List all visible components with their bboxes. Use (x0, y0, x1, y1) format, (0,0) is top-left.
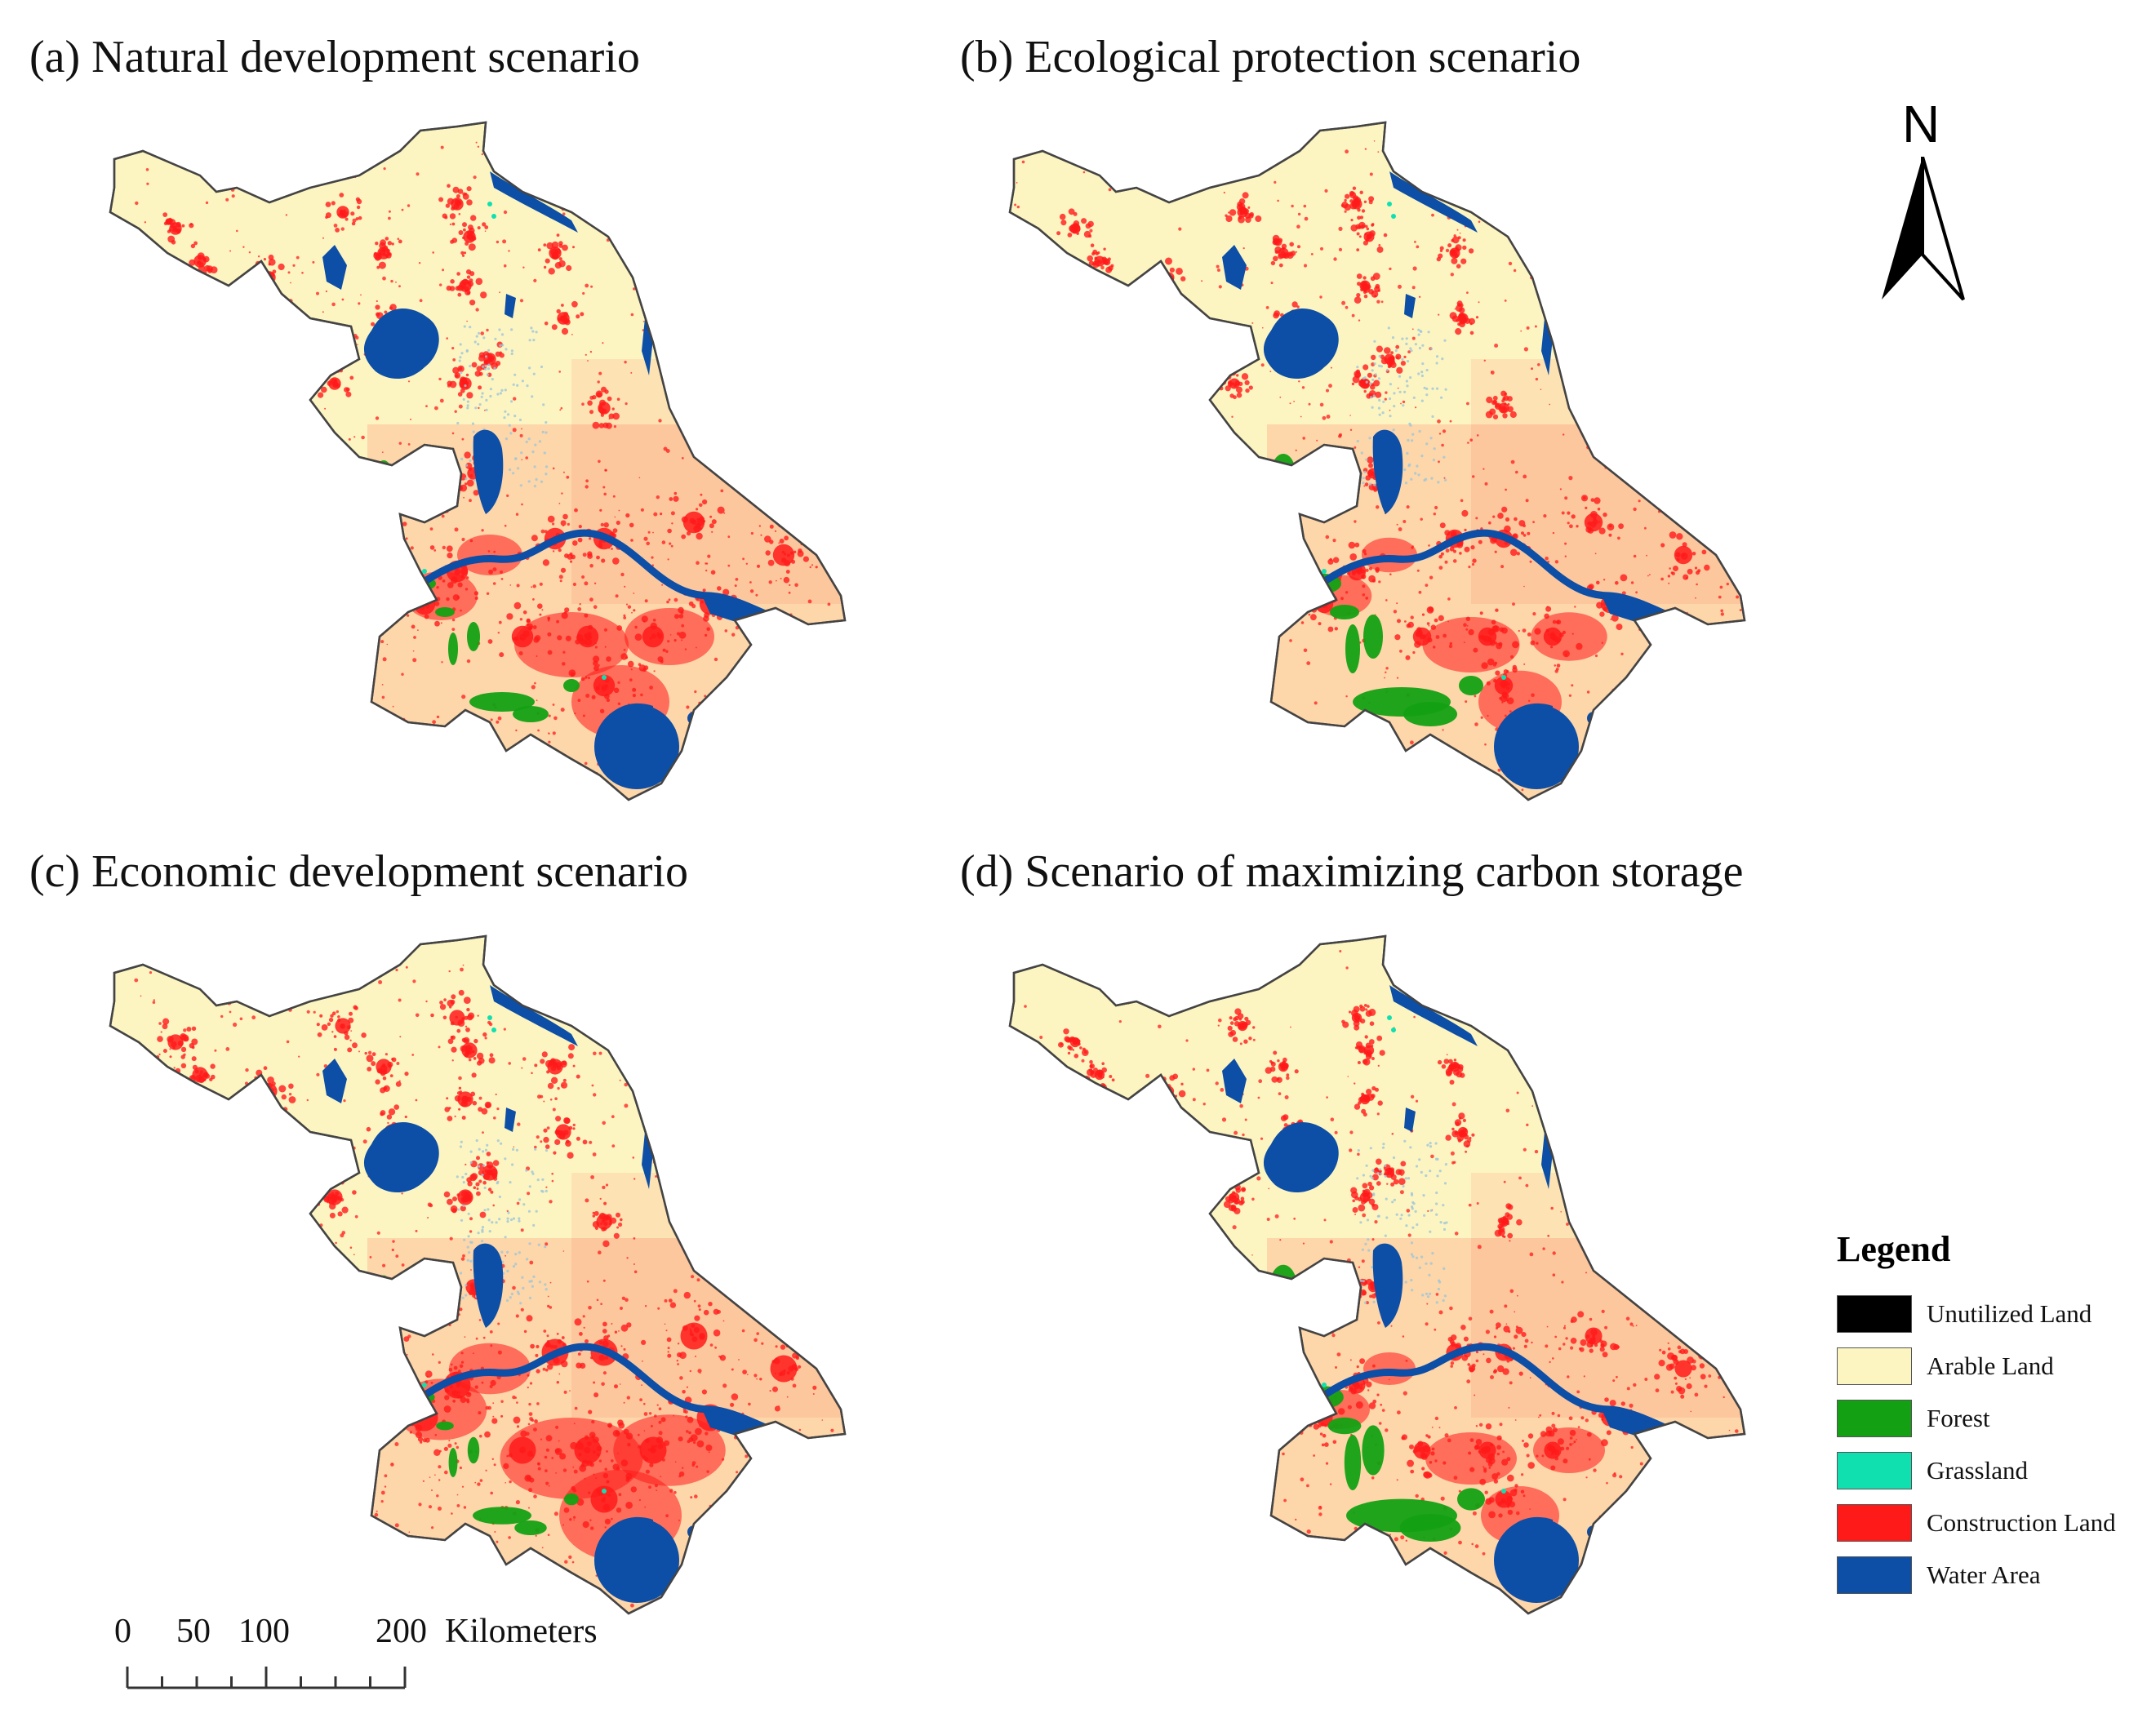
panel-title-d: (d) Scenario of maximizing carbon storag… (960, 846, 1744, 897)
scale-label-200: 200 (376, 1613, 427, 1650)
legend-swatch-construction-land (1837, 1504, 1912, 1542)
scale-label-0: 0 (114, 1613, 131, 1650)
legend-item-arable-land: Arable Land (1837, 1340, 2147, 1392)
legend-label-construction-land: Construction Land (1927, 1508, 2116, 1537)
legend-swatch-water-area (1837, 1556, 1912, 1594)
north-arrow-icon (1882, 157, 1965, 301)
map-natural-development (109, 121, 847, 801)
map-maximizing-carbon-storage (1008, 934, 1746, 1615)
legend-item-forest: Forest (1837, 1392, 2147, 1445)
legend-item-water-area: Water Area (1837, 1549, 2147, 1601)
legend-swatch-grassland (1837, 1452, 1912, 1489)
scale-unit: Kilometers (445, 1613, 598, 1650)
legend-item-grassland: Grassland (1837, 1445, 2147, 1497)
legend: Legend Unutilized Land Arable Land Fores… (1837, 1228, 2147, 1601)
legend-swatch-forest (1837, 1400, 1912, 1437)
legend-swatch-arable-land (1837, 1347, 1912, 1385)
legend-label-arable-land: Arable Land (1927, 1352, 2054, 1380)
panel-title-a: (a) Natural development scenario (29, 32, 640, 82)
legend-label-water-area: Water Area (1927, 1560, 2041, 1589)
legend-item-construction-land: Construction Land (1837, 1497, 2147, 1549)
panel-title-c: (c) Economic development scenario (29, 846, 688, 897)
legend-swatch-unutilized-land (1837, 1295, 1912, 1333)
map-economic-development (109, 934, 847, 1615)
panel-title-b: (b) Ecological protection scenario (960, 32, 1581, 82)
scale-bar (126, 1667, 407, 1689)
scale-label-100: 100 (238, 1613, 290, 1650)
map-ecological-protection (1008, 121, 1746, 801)
legend-label-unutilized-land: Unutilized Land (1927, 1299, 2092, 1328)
scale-label-50: 50 (176, 1613, 211, 1650)
legend-title: Legend (1837, 1229, 1951, 1269)
legend-label-grassland: Grassland (1927, 1456, 2028, 1485)
north-arrow-label: N (1902, 95, 1940, 153)
legend-label-forest: Forest (1927, 1404, 1990, 1432)
legend-item-unutilized-land: Unutilized Land (1837, 1288, 2147, 1340)
